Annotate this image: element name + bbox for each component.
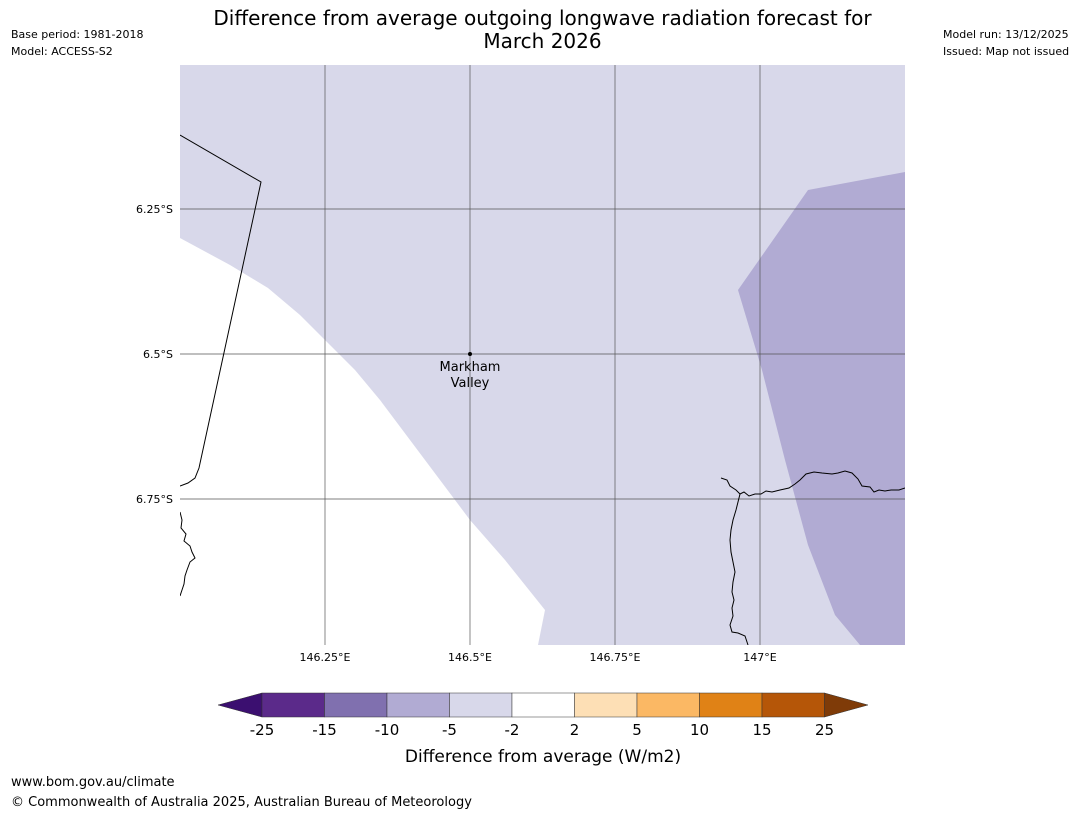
- place-label-line-2: Valley: [451, 376, 490, 391]
- colorbar-label: Difference from average (W/m2): [405, 747, 681, 767]
- lon-label: 146.5°E: [448, 651, 492, 664]
- colorbar-tick: 15: [752, 721, 771, 739]
- river-line: [729, 493, 749, 645]
- metadata-right: Model run: 13/12/2025 Issued: Map not is…: [943, 26, 1069, 60]
- footer-copyright: © Commonwealth of Australia 2025, Austra…: [11, 795, 472, 810]
- footer-url: www.bom.gov.au/climate: [11, 775, 175, 790]
- lat-label: 6.25°S: [136, 203, 173, 216]
- lat-label: 6.75°S: [136, 493, 173, 506]
- lon-label: 147°E: [743, 651, 776, 664]
- lon-label: 146.75°E: [590, 651, 641, 664]
- place-label-line-1: Markham: [440, 360, 501, 375]
- map-title: Difference from average outgoing longwav…: [180, 7, 905, 53]
- place-marker: [468, 352, 472, 356]
- longitude-labels: 146.25°E 146.5°E 146.75°E 147°E: [300, 651, 777, 664]
- colorbar-tick: 10: [690, 721, 709, 739]
- colorbar-tick: 5: [632, 721, 642, 739]
- colorbar-tick: 25: [815, 721, 834, 739]
- colorbar: -25 -15 -10 -5 -2 2 5 10 15 25 Differenc…: [217, 692, 869, 767]
- lon-label: 146.25°E: [300, 651, 351, 664]
- colorbar-segment: [636, 692, 700, 718]
- colorbar-segment: [574, 692, 638, 718]
- colorbar-segment: [699, 692, 763, 718]
- model-name: Model: ACCESS-S2: [11, 45, 113, 58]
- colorbar-min-extension: [217, 692, 263, 718]
- metadata-left: Base period: 1981-2018 Model: ACCESS-S2: [11, 26, 143, 60]
- colorbar-segment: [511, 692, 575, 718]
- minus5-to-minus2-region: [180, 65, 905, 645]
- model-run: Model run: 13/12/2025: [943, 28, 1069, 41]
- colorbar-segment: [261, 692, 325, 718]
- east-coastline: [720, 470, 905, 497]
- colorbar-tick: 2: [570, 721, 580, 739]
- title-line-2: March 2026: [483, 29, 602, 53]
- base-period: Base period: 1981-2018: [11, 28, 144, 41]
- map-panel: Markham Valley: [180, 65, 905, 645]
- coastline-and-borders: [180, 134, 905, 645]
- lat-label: 6.5°S: [143, 348, 173, 361]
- issued-status: Issued: Map not issued: [943, 45, 1070, 58]
- latitude-labels: 6.25°S 6.5°S 6.75°S: [136, 203, 173, 506]
- west-coastline: [180, 511, 196, 597]
- colorbar-segment: [386, 692, 450, 718]
- colorbar-tick: -5: [442, 721, 457, 739]
- border-line: [180, 134, 262, 487]
- colorbar-tick: -25: [250, 721, 275, 739]
- colorbar-tick: -10: [375, 721, 400, 739]
- title-line-1: Difference from average outgoing longwav…: [213, 6, 872, 30]
- minus10-to-minus5-region: [738, 172, 905, 645]
- colorbar-tick: -15: [312, 721, 337, 739]
- colorbar-segment: [324, 692, 388, 718]
- colorbar-ticks: -25 -15 -10 -5 -2 2 5 10 15 25: [250, 721, 834, 739]
- colorbar-segment: [761, 692, 825, 718]
- colorbar-max-extension: [824, 692, 869, 718]
- colorbar-tick: -2: [505, 721, 520, 739]
- colorbar-segment: [449, 692, 513, 718]
